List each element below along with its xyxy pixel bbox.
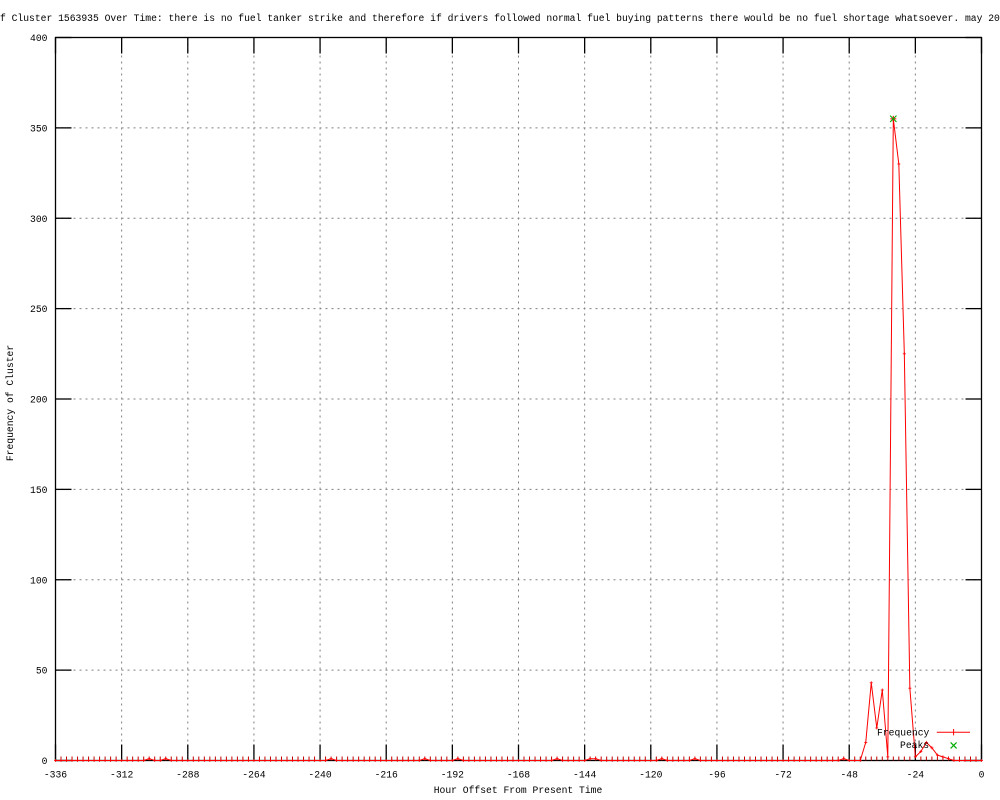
- svg-text:-144: -144: [573, 770, 596, 781]
- svg-text:-96: -96: [708, 770, 726, 781]
- svg-text:300: 300: [30, 214, 48, 225]
- svg-text:-48: -48: [840, 770, 858, 781]
- svg-text:-336: -336: [44, 770, 67, 781]
- svg-text:-72: -72: [774, 770, 792, 781]
- svg-text:-120: -120: [639, 770, 662, 781]
- svg-text:Frequency of Cluster 1563935 O: Frequency of Cluster 1563935 Over Time: …: [0, 13, 1000, 24]
- svg-text:200: 200: [30, 395, 48, 406]
- svg-text:-216: -216: [375, 770, 398, 781]
- svg-text:-168: -168: [507, 770, 530, 781]
- svg-text:Frequency: Frequency: [877, 728, 930, 739]
- svg-text:0: 0: [979, 770, 985, 781]
- svg-text:-264: -264: [242, 770, 265, 781]
- svg-text:-24: -24: [907, 770, 925, 781]
- svg-text:-288: -288: [176, 770, 199, 781]
- svg-text:400: 400: [30, 33, 48, 44]
- svg-text:-240: -240: [308, 770, 331, 781]
- svg-text:-312: -312: [110, 770, 133, 781]
- svg-text:150: 150: [30, 485, 48, 496]
- svg-text:Hour Offset From Present Time: Hour Offset From Present Time: [434, 785, 603, 796]
- svg-text:250: 250: [30, 304, 48, 315]
- svg-text:-192: -192: [441, 770, 464, 781]
- svg-text:0: 0: [42, 756, 48, 767]
- svg-text:350: 350: [30, 123, 48, 134]
- svg-text:100: 100: [30, 575, 48, 586]
- svg-text:50: 50: [36, 666, 48, 677]
- svg-text:Peaks: Peaks: [900, 740, 929, 751]
- svg-text:Frequency of Cluster: Frequency of Cluster: [5, 345, 16, 461]
